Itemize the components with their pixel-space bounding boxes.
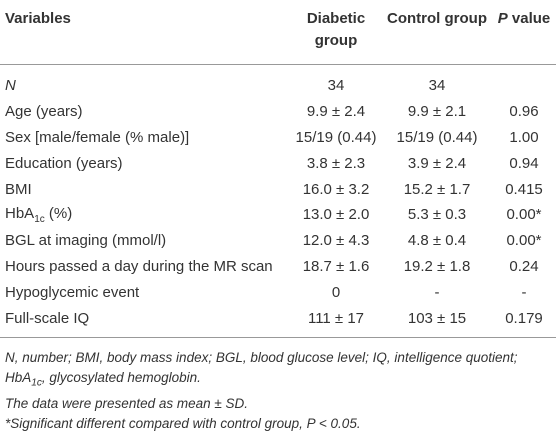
text-segment: The data were presented as mean ± SD. (5, 395, 249, 411)
cell: 0.96 (509, 103, 539, 121)
row-label: N (0, 65, 290, 99)
cell: 5.3 ± 0.3 (407, 206, 467, 224)
cell: 4.8 ± 0.4 (407, 232, 467, 250)
table-row: Age (years) 9.9 ± 2.4 9.9 ± 2.1 0.96 (0, 99, 556, 125)
cell: 0 (331, 283, 341, 301)
cell: 15.2 ± 1.7 (403, 180, 471, 198)
cell: 19.2 ± 1.8 (403, 257, 471, 275)
table-row: Education (years) 3.8 ± 2.3 3.9 ± 2.4 0.94 (0, 150, 556, 176)
text-segment: P (497, 10, 508, 27)
cell: 3.8 ± 2.3 (306, 154, 366, 172)
text-segment: value (507, 10, 551, 27)
text-segment: (%) (44, 204, 73, 222)
table-row: BMI 16.0 ± 3.2 15.2 ± 1.7 0.415 (0, 176, 556, 202)
column-header: Control group (382, 0, 492, 65)
cell: 34 (428, 77, 446, 95)
cell: 15/19 (0.44) (396, 128, 478, 146)
table-row: HbA1c (%) 13.0 ± 2.0 5.3 ± 0.3 0.00* (0, 202, 556, 228)
cell (492, 65, 556, 99)
cell: 12.0 ± 4.3 (302, 232, 370, 250)
cell: - (521, 283, 527, 301)
text-segment: N, number; BMI, body mass index; BGL, bl… (5, 349, 518, 385)
cell: 18.7 ± 1.6 (302, 257, 370, 275)
text-segment: 1c (31, 377, 42, 389)
cell: 0.24 (509, 257, 539, 275)
row-label: Full-scale IQ (0, 305, 290, 338)
row-label: BMI (5, 180, 32, 198)
cell: 9.9 ± 2.4 (306, 103, 366, 121)
cell: 103 ± 15 (382, 305, 492, 338)
footnote: N, number; BMI, body mass index; BGL, bl… (5, 348, 551, 394)
row-label: HbA1c (%) (0, 202, 290, 228)
table-row: Hours passed a day during the MR scan 18.… (0, 254, 556, 280)
cell: 0.00* (506, 206, 542, 224)
cell: 0.179 (492, 305, 556, 338)
row-label: Hypoglycemic event (5, 283, 140, 301)
row-label: Education (years) (5, 154, 123, 172)
cell: 0.415 (505, 180, 543, 198)
table-row: BGL at imaging (mmol/l) 12.0 ± 4.3 4.8 ± 0… (0, 228, 556, 254)
cell: 15/19 (0.44) (295, 128, 377, 146)
row-label: Hours passed a day during the MR scan (5, 257, 273, 275)
header-row: Variables Diabetic group Control group P va… (0, 0, 556, 65)
cell: 13.0 ± 2.0 (302, 206, 370, 224)
cell: 0.94 (509, 154, 539, 172)
footnote: *Significant different compared with con… (5, 414, 551, 434)
cell: 3.9 ± 2.4 (407, 154, 467, 172)
text-segment: HbA (5, 204, 35, 222)
table-row: Hypoglycemic event 0 - - (0, 279, 556, 305)
text-segment: *Significant different compared with con… (5, 415, 361, 431)
cell: 1.00 (509, 128, 539, 146)
cell: 111 ± 17 (290, 305, 382, 338)
footnote: The data were presented as mean ± SD. (5, 394, 551, 414)
table-row: Sex [male/female (% male)] 15/19 (0.44) 15… (0, 125, 556, 151)
table-row: Full-scale IQ 111 ± 17 103 ± 15 0.179 (0, 305, 556, 338)
text-segment: 1c (34, 213, 45, 225)
text-segment: N (5, 77, 16, 95)
cell: - (434, 283, 440, 301)
column-header: Diabetic group (290, 0, 382, 65)
data-table: Variables Diabetic group Control group P va… (0, 0, 556, 338)
cell: 9.9 ± 2.1 (407, 103, 467, 121)
row-label: BGL at imaging (mmol/l) (5, 232, 167, 250)
cell: 16.0 ± 3.2 (302, 180, 370, 198)
cell: 0.00* (506, 232, 542, 250)
row-label: Sex [male/female (% male)] (5, 128, 190, 146)
cell: 34 (327, 77, 345, 95)
row-label: Age (years) (5, 103, 83, 121)
table-row: N 34 34 (0, 65, 556, 99)
footnotes: N, number; BMI, body mass index; BGL, bl… (0, 338, 556, 434)
column-header: P value (492, 0, 556, 65)
text-segment: , glycosylated hemoglobin. (41, 369, 201, 385)
column-header: Variables (0, 0, 290, 65)
table-body: N 34 34 Age (years) 9.9 ± 2.4 9.9 ± 2.1 0.96 Se… (0, 65, 556, 338)
table-header: Variables Diabetic group Control group P va… (0, 0, 556, 65)
